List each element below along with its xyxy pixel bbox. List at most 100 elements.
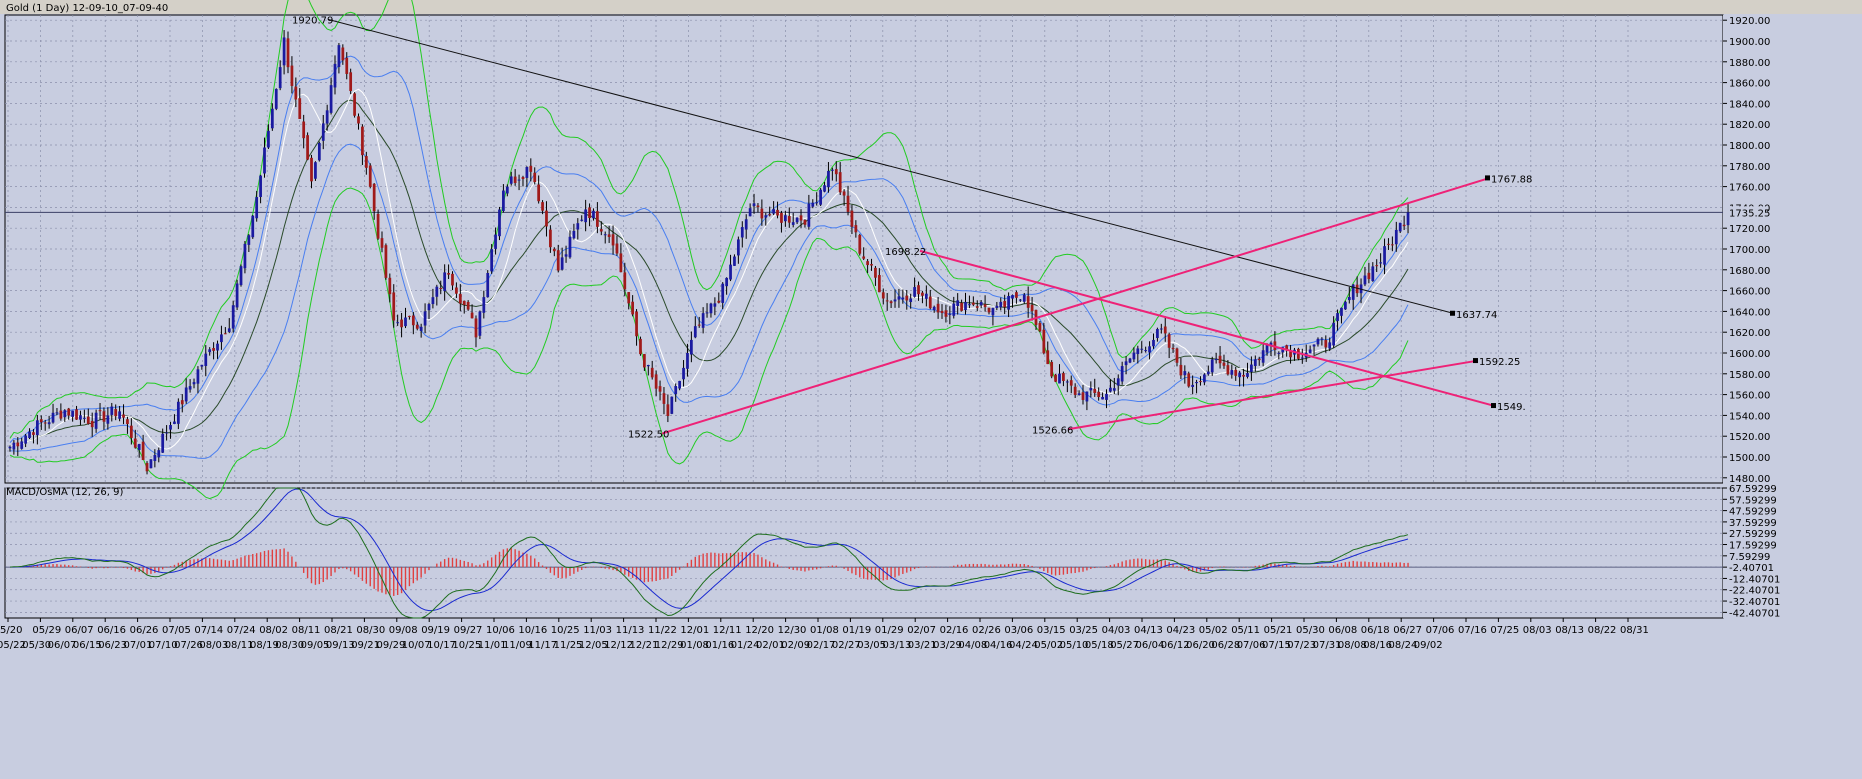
candle-body (176, 401, 180, 424)
candle-body (173, 421, 176, 424)
candle-body (357, 116, 360, 124)
candle-body (1167, 334, 1171, 348)
candle-body (321, 123, 325, 141)
candle-body (184, 387, 188, 402)
candle-body (212, 348, 215, 351)
candle-body (1324, 340, 1328, 348)
time-label-row2: 12/12 (604, 640, 633, 651)
candle-body (314, 162, 317, 179)
candle-body (462, 300, 466, 305)
candle-body (1351, 284, 1355, 300)
candle-body (235, 283, 239, 308)
candle-body (1234, 369, 1238, 376)
candle-body (1261, 350, 1265, 363)
time-label-row1: 08/13 (1555, 625, 1584, 636)
candle-body (686, 353, 689, 369)
candle-body (188, 386, 192, 390)
annotation-marker (1450, 310, 1455, 316)
time-label-row1: 05/30 (1296, 625, 1325, 636)
candle-body (98, 410, 102, 412)
candle-body (86, 416, 90, 424)
candle-body (795, 217, 799, 223)
time-label-row2: 02/27 (832, 640, 861, 651)
time-label-row2: 02/09 (781, 640, 810, 651)
candle-body (129, 425, 133, 438)
candle-body (1042, 329, 1046, 354)
candle-body (431, 297, 435, 305)
candle-body (780, 212, 783, 223)
candle-body (1406, 212, 1410, 226)
candle-body (1132, 352, 1136, 360)
macd-panel (4, 487, 1724, 619)
candle-body (435, 286, 439, 297)
candle-body (1367, 272, 1371, 280)
candle-body (1230, 369, 1234, 375)
candle-body (278, 67, 282, 89)
time-label-row2: 01/16 (705, 640, 734, 651)
time-label-row2: 04/08 (958, 640, 987, 651)
candle-body (541, 202, 544, 211)
candle-body (63, 410, 67, 418)
candle-body (149, 459, 153, 469)
candle-body (1398, 222, 1402, 232)
candle-body (1191, 384, 1195, 387)
time-label-row2: 08/11 (225, 640, 254, 651)
candle-body (1336, 313, 1339, 321)
price-annotations: 1920.79 1698.22 1522.50 1526.66 1767.88 1637.… (292, 15, 1532, 440)
candle-body (1308, 349, 1312, 354)
time-label-row2: 08/19 (250, 640, 279, 651)
candle-body (67, 408, 71, 416)
time-label-row2: 07/06 (1237, 640, 1266, 651)
time-label-row1: 05/29 (32, 625, 61, 636)
candle-body (110, 406, 114, 415)
candle-body (819, 189, 822, 205)
time-label-row2: 04/16 (984, 640, 1013, 651)
time-label-row1: 07/16 (1458, 625, 1487, 636)
time-label-row2: 10/07 (402, 640, 431, 651)
price-annotation: 1637.74 (1456, 310, 1497, 321)
time-label-row2: 09/13 (326, 640, 355, 651)
candle-body (537, 184, 541, 202)
candle-body (325, 110, 329, 124)
candle-body (552, 248, 556, 252)
candle-body (1093, 388, 1097, 394)
candle-body (748, 208, 752, 217)
candle-body (1214, 358, 1218, 361)
price-annotation: 1920.79 (292, 15, 333, 26)
candle-body (1242, 374, 1245, 377)
candle-body (1206, 371, 1210, 375)
candle-body (1383, 246, 1386, 265)
candle-body (1175, 348, 1179, 363)
candle-body (337, 45, 341, 67)
candle-body (47, 422, 51, 425)
candle-body (717, 300, 721, 303)
candle-body (772, 209, 775, 214)
candle-body (740, 227, 744, 238)
price-tick-label: 1680.00 (1729, 266, 1770, 277)
candle-body (1387, 243, 1390, 245)
time-label-row1: 07/25 (1490, 625, 1519, 636)
time-label-row2: 03/05 (857, 640, 886, 651)
time-label-row1: 07/24 (227, 625, 256, 636)
time-label-row2: 03/29 (933, 640, 962, 651)
candle-body (607, 234, 611, 237)
candle-body (588, 207, 591, 219)
time-label-row2: 03/13 (883, 640, 912, 651)
time-label-row1: 08/30 (356, 625, 385, 636)
time-label-row1: 06/08 (1328, 625, 1357, 636)
candle-body (725, 277, 728, 287)
candle-body (290, 65, 294, 86)
candle-body (928, 296, 932, 309)
candle-body (940, 310, 944, 314)
time-label-row2: 08/24 (1389, 640, 1418, 651)
candle-body (760, 208, 764, 219)
time-label-row2: 12/21 (630, 640, 659, 651)
time-label-row1: 05/11 (1231, 625, 1260, 636)
candle-body (897, 296, 901, 300)
candle-body (419, 326, 423, 331)
candle-body (1062, 373, 1065, 381)
time-label-row2: 09/02 (1414, 640, 1443, 651)
candle-body (1355, 284, 1359, 294)
candle-body (838, 172, 842, 193)
time-label-row2: 05/30 (22, 640, 51, 651)
